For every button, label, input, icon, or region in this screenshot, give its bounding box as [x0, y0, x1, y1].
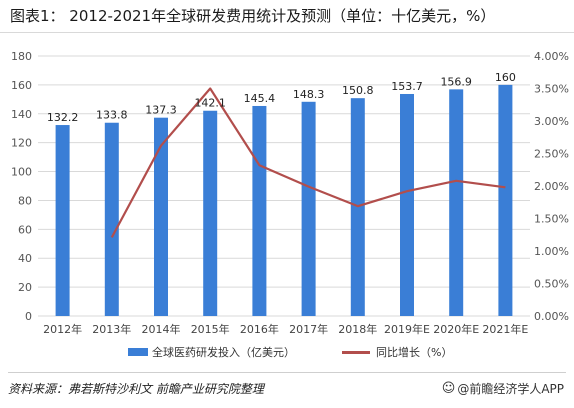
right-axis-tick: 0.00% [534, 310, 569, 323]
left-axis-tick: 0 [25, 310, 32, 323]
right-axis-tick: 1.50% [534, 213, 569, 226]
legend-item-line: 同比增长（%） [342, 344, 452, 360]
left-axis-tick: 120 [11, 137, 32, 150]
chart-title: 图表1： 2012-2021年全球研发费用统计及预测（单位：十亿美元，%） [0, 2, 574, 33]
bar-series [55, 84, 513, 317]
left-axis-tick: 60 [18, 223, 32, 236]
left-axis-tick: 20 [18, 281, 32, 294]
data-labels: 132.2 133.8 137.3 142.1 145.4 148.3 150.8 153.7… [47, 71, 516, 124]
data-label: 148.3 [293, 88, 325, 101]
data-label: 132.2 [47, 111, 79, 124]
x-axis-tick: 2017年 [289, 322, 328, 336]
x-axis-tick: 2012年 [43, 322, 82, 336]
right-axis-tick: 2.50% [534, 148, 569, 161]
source-note: 资料来源：弗若斯特沙利文 前瞻产业研究院整理 [8, 382, 264, 396]
x-axis-tick: 2014年 [142, 322, 181, 336]
x-axis-tick: 2019年E [384, 322, 430, 336]
right-axis-tick: 2.00% [534, 180, 569, 193]
x-axis-tick: 2016年 [240, 322, 279, 336]
bar [498, 84, 513, 316]
legend-bar-label: 全球医药研发投入（亿美元） [152, 346, 295, 359]
right-axis-tick: 3.50% [534, 83, 569, 96]
bar [154, 117, 168, 316]
data-label: 145.4 [244, 92, 276, 105]
bar [104, 122, 119, 316]
data-label: 142.1 [194, 97, 226, 110]
left-axis-tick: 80 [18, 194, 32, 207]
right-axis-tick: 3.00% [534, 115, 569, 128]
data-label: 156.9 [440, 75, 472, 88]
bar [55, 125, 70, 317]
bar [301, 101, 316, 317]
x-axis-tick: 2020年E [433, 322, 479, 336]
bar [203, 110, 218, 316]
left-axis: 0 20 40 60 80 100 120 140 160 180 [11, 50, 32, 323]
x-axis: 2012年 2013年 2014年 2015年 2016年 2017年 2018年 2019年… [43, 322, 528, 336]
x-axis-tick: 2018年 [338, 322, 377, 336]
right-axis-tick: 4.00% [534, 50, 569, 63]
data-label: 133.8 [96, 109, 128, 122]
bar [449, 89, 464, 316]
legend-bar-swatch [128, 348, 148, 356]
data-label: 150.8 [342, 84, 374, 97]
bar [400, 93, 414, 316]
data-label: 137.3 [145, 104, 177, 117]
legend-line-label: 同比增长（%） [376, 346, 453, 359]
left-axis-tick: 100 [11, 166, 32, 179]
data-label: 160 [495, 71, 516, 84]
x-axis-tick: 2015年 [191, 322, 230, 336]
wechat-icon: ☺ [441, 381, 456, 396]
left-axis-tick: 160 [11, 79, 32, 92]
brand-text: @前瞻经济学人APP [457, 382, 564, 396]
footer: 资料来源：弗若斯特沙利文 前瞻产业研究院整理 ☺ @前瞻经济学人APP [0, 372, 574, 402]
x-axis-tick: 2013年 [92, 322, 131, 336]
legend-item-bar: 全球医药研发投入（亿美元） [128, 344, 295, 360]
left-axis-tick: 140 [11, 108, 32, 121]
gridlines [38, 55, 530, 317]
brand-mark: ☺ @前瞻经济学人APP [442, 380, 564, 397]
bar [252, 105, 267, 316]
right-axis-tick: 0.50% [534, 278, 569, 291]
left-axis-tick: 180 [11, 50, 32, 63]
combo-chart: 132.2 133.8 137.3 142.1 145.4 148.3 150.8 153.7… [11, 50, 569, 336]
legend-line-swatch [342, 350, 370, 354]
legend: 全球医药研发投入（亿美元） 同比增长（%） [0, 344, 574, 362]
data-label: 153.7 [391, 80, 423, 93]
right-axis: 0.00% 0.50% 1.00% 1.50% 2.00% 2.50% 3.00% 3.50%… [534, 50, 569, 323]
left-axis-tick: 40 [18, 252, 32, 265]
x-axis-tick: 2021年E [482, 322, 528, 336]
right-axis-tick: 1.00% [534, 245, 569, 258]
line-series [110, 87, 506, 238]
